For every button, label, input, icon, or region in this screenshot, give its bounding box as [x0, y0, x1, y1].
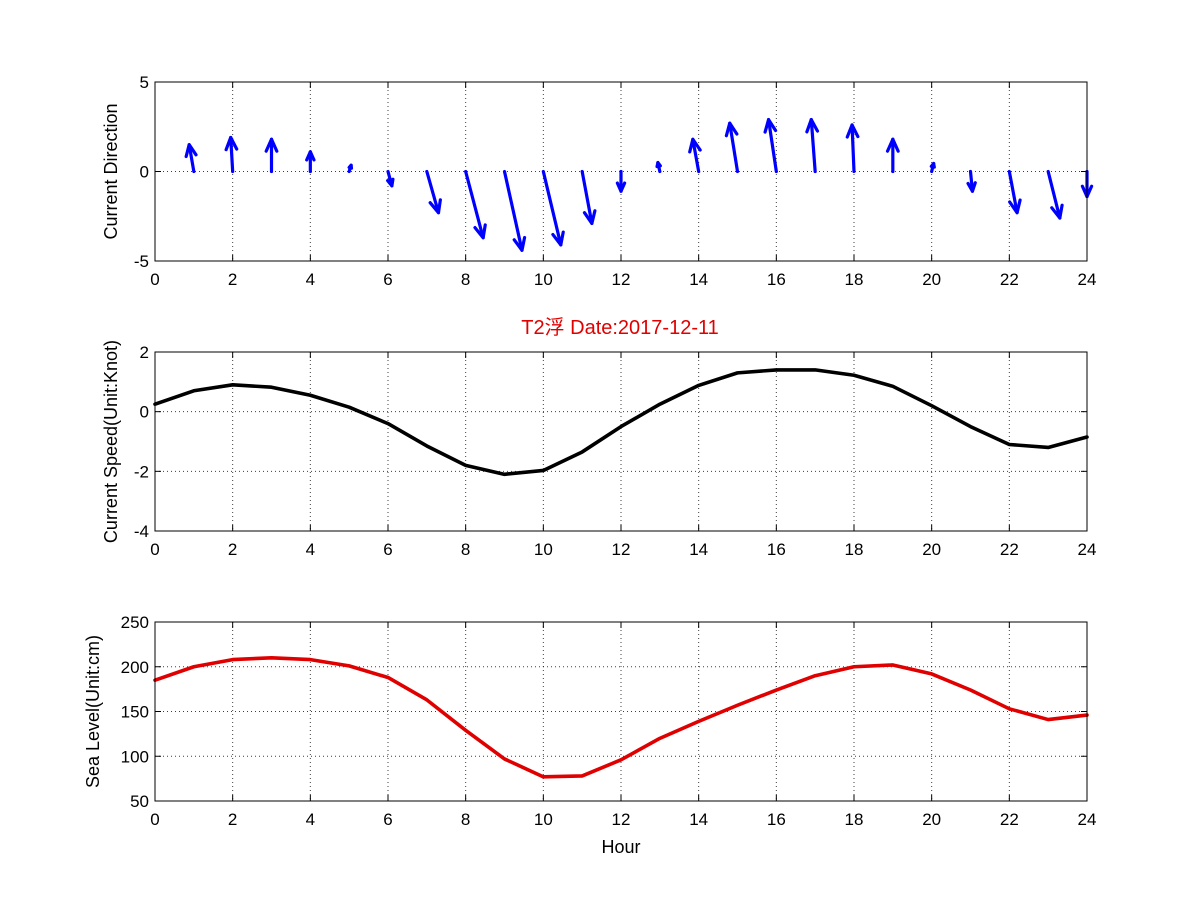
current-direction-xtick-label: 14	[689, 270, 708, 289]
sea-level-ytick-label: 150	[121, 703, 149, 722]
sea-level-xtick-label: 2	[228, 810, 237, 829]
current-direction-ytick-label: 5	[140, 73, 149, 92]
current-direction-arrow	[929, 161, 936, 174]
sea-level-xtick-label: 18	[845, 810, 864, 829]
current-speed-xtick-label: 22	[1000, 540, 1019, 559]
sea-level-xtick-label: 8	[461, 810, 470, 829]
current-direction-arrow	[688, 137, 702, 174]
current-direction-arrow	[615, 169, 627, 193]
sea-level-ytick-label: 200	[121, 658, 149, 677]
current-speed-series-line	[153, 368, 1089, 477]
current-speed-xtick-label: 24	[1078, 540, 1097, 559]
current-direction-xtick-label: 24	[1078, 270, 1097, 289]
current-speed-xtick-label: 18	[845, 540, 864, 559]
sea-level-xtick-label: 24	[1078, 810, 1097, 829]
current-speed-xtick-label: 4	[306, 540, 315, 559]
current-direction-arrow	[845, 123, 860, 174]
current-direction-xtick-label: 22	[1000, 270, 1019, 289]
current-direction-arrow	[464, 169, 487, 240]
current-speed-ytick-label: -4	[134, 522, 149, 541]
current-speed-xtick-label: 12	[612, 540, 631, 559]
current-direction-arrow	[1046, 169, 1064, 220]
current-direction-xtick-label: 6	[383, 270, 392, 289]
current-direction-xtick-label: 20	[922, 270, 941, 289]
current-direction-arrow	[763, 117, 778, 174]
current-direction-arrow	[655, 160, 662, 174]
current-speed-xtick-label: 8	[461, 540, 470, 559]
current-direction-arrow	[580, 169, 597, 226]
current-direction-arrow	[541, 169, 565, 247]
current-direction-ticks: 0 2 4 6 8 10 12 14 16 18 20 22 24-505	[134, 73, 1097, 289]
current-direction-panel: 0 2 4 6 8 10 12 14 16 18 20 22 24-505 Current Direct…	[101, 73, 1096, 289]
current-direction-ytick-label: -5	[134, 252, 149, 271]
current-direction-xtick-label: 16	[767, 270, 786, 289]
sea-level-xlabel: Hour	[601, 837, 640, 857]
current-speed-xtick-label: 10	[534, 540, 553, 559]
sea-level-xtick-label: 12	[612, 810, 631, 829]
current-speed-ytick-label: 2	[140, 343, 149, 362]
sea-level-grid	[155, 622, 1087, 801]
sea-level-xtick-label: 0	[150, 810, 159, 829]
current-direction-arrow	[425, 169, 442, 215]
current-direction-arrow	[264, 137, 279, 174]
current-speed-panel: T2浮 Date:2017-12-11 0 2 4 6 8 10 12 14 16 18 20 22 2…	[101, 316, 1096, 559]
current-direction-arrow	[724, 121, 740, 174]
current-direction-ytick-label: 0	[140, 163, 149, 182]
current-direction-arrows	[184, 117, 1094, 252]
sea-level-xtick-label: 16	[767, 810, 786, 829]
current-direction-xtick-label: 8	[461, 270, 470, 289]
current-speed-xtick-label: 2	[228, 540, 237, 559]
current-speed-xtick-label: 14	[689, 540, 708, 559]
current-speed-xtick-label: 0	[150, 540, 159, 559]
sea-level-ytick-label: 50	[130, 792, 149, 811]
current-direction-xtick-label: 0	[150, 270, 159, 289]
current-direction-ylabel: Current Direction	[101, 103, 121, 239]
current-speed-line-group	[153, 368, 1089, 477]
sea-level-xtick-label: 20	[922, 810, 941, 829]
current-speed-xtick-label: 6	[383, 540, 392, 559]
sea-level-xtick-label: 14	[689, 810, 708, 829]
sea-level-ytick-label: 250	[121, 613, 149, 632]
current-speed-xtick-label: 20	[922, 540, 941, 559]
current-direction-arrow	[386, 169, 395, 188]
current-direction-xtick-label: 18	[845, 270, 864, 289]
sea-level-ylabel: Sea Level(Unit:cm)	[83, 635, 103, 788]
current-direction-xtick-label: 12	[612, 270, 631, 289]
current-direction-arrow	[347, 163, 354, 174]
current-direction-arrow	[885, 137, 900, 174]
current-speed-ytick-label: -2	[134, 462, 149, 481]
sea-level-ytick-label: 100	[121, 747, 149, 766]
current-speed-ticks: 0 2 4 6 8 10 12 14 16 18 20 22 24-4-202	[134, 343, 1097, 559]
sea-level-xtick-label: 4	[306, 810, 315, 829]
sea-level-series-line	[153, 655, 1089, 779]
current-speed-ytick-label: 0	[140, 403, 149, 422]
sea-level-xtick-label: 22	[1000, 810, 1019, 829]
current-speed-ylabel: Current Speed(Unit:Knot)	[101, 340, 121, 543]
current-direction-arrow	[805, 117, 820, 174]
current-direction-xtick-label: 10	[534, 270, 553, 289]
current-direction-arrow	[1007, 169, 1022, 215]
sea-level-xtick-label: 10	[534, 810, 553, 829]
current-direction-arrow	[184, 143, 198, 174]
current-direction-arrow	[224, 135, 239, 174]
chart-title: T2浮 Date:2017-12-11	[521, 316, 719, 339]
current-direction-arrow	[305, 150, 316, 174]
current-direction-xtick-label: 2	[228, 270, 237, 289]
current-direction-xtick-label: 4	[306, 270, 315, 289]
current-speed-grid	[155, 352, 1087, 531]
sea-level-xtick-label: 6	[383, 810, 392, 829]
current-direction-arrow	[966, 169, 977, 193]
sea-level-line-group	[153, 655, 1089, 779]
current-direction-arrow	[502, 169, 527, 252]
current-speed-xtick-label: 16	[767, 540, 786, 559]
